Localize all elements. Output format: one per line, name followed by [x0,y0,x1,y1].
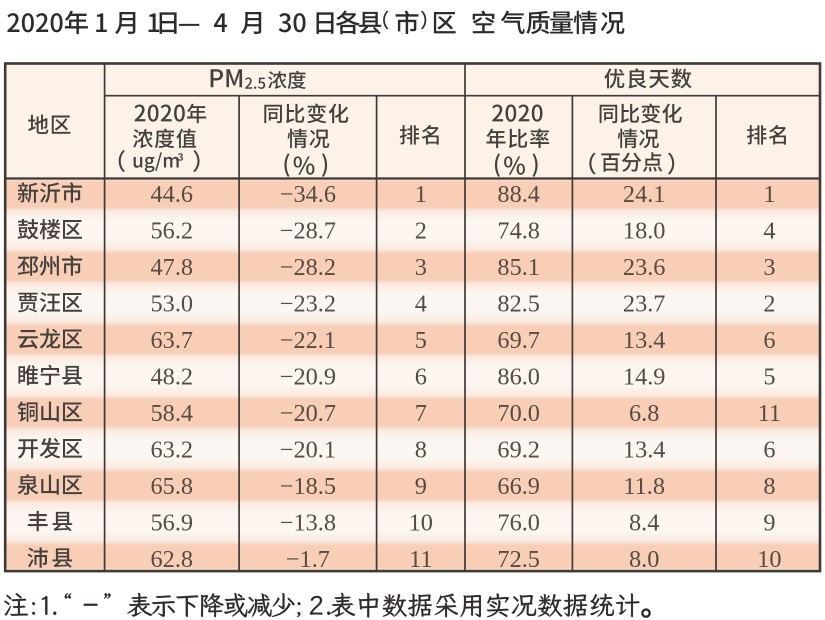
svg-text:63.7: 63.7 [151,327,194,354]
svg-text:76.0: 76.0 [497,509,540,536]
svg-text:44.6: 44.6 [151,181,194,208]
svg-text:70.0: 70.0 [497,400,540,427]
svg-text:8.0: 8.0 [629,546,659,573]
svg-text:62.8: 62.8 [151,546,194,573]
svg-text:14.9: 14.9 [623,363,666,390]
svg-text:6: 6 [415,363,427,390]
svg-text:56.2: 56.2 [151,217,194,244]
svg-text:10: 10 [757,546,781,573]
svg-text:2: 2 [415,217,427,244]
svg-text:24.1: 24.1 [623,181,666,208]
svg-text:74.8: 74.8 [497,217,540,244]
svg-text:−20.9: −20.9 [280,363,336,390]
svg-text:11: 11 [409,546,432,573]
svg-text:86.0: 86.0 [497,363,540,390]
svg-text:9: 9 [415,473,427,500]
svg-text:4: 4 [763,217,775,244]
svg-text:56.9: 56.9 [151,509,194,536]
svg-text:8: 8 [415,436,427,463]
svg-text:69.7: 69.7 [497,327,540,354]
svg-text:8.4: 8.4 [629,509,659,536]
svg-text:9: 9 [763,509,775,536]
svg-text:−1.7: −1.7 [286,546,330,573]
svg-text:−34.6: −34.6 [280,181,336,208]
svg-text:6: 6 [763,327,775,354]
svg-text:88.4: 88.4 [497,181,540,208]
svg-text:63.2: 63.2 [151,436,194,463]
svg-text:8: 8 [763,473,775,500]
svg-text:1: 1 [763,181,775,208]
svg-text:7: 7 [415,400,427,427]
svg-text:53.0: 53.0 [151,290,194,317]
svg-text:66.9: 66.9 [497,473,540,500]
svg-text:11: 11 [758,400,781,427]
svg-text:−18.5: −18.5 [280,473,336,500]
svg-text:5: 5 [763,363,775,390]
svg-text:−13.8: −13.8 [280,509,336,536]
svg-text:58.4: 58.4 [151,400,194,427]
svg-text:−28.7: −28.7 [280,217,336,244]
svg-text:11.8: 11.8 [623,473,665,500]
svg-text:4: 4 [415,290,427,317]
svg-text:−20.1: −20.1 [280,436,336,463]
svg-text:72.5: 72.5 [497,546,540,573]
svg-text:85.1: 85.1 [497,254,540,281]
svg-text:−22.1: −22.1 [280,327,336,354]
svg-text:13.4: 13.4 [623,436,666,463]
svg-text:13.4: 13.4 [623,327,666,354]
svg-text:3: 3 [415,254,427,281]
svg-text:5: 5 [415,327,427,354]
svg-text:69.2: 69.2 [497,436,540,463]
svg-text:82.5: 82.5 [497,290,540,317]
svg-text:23.6: 23.6 [623,254,666,281]
svg-text:65.8: 65.8 [151,473,194,500]
svg-text:23.7: 23.7 [623,290,666,317]
svg-text:10: 10 [409,509,433,536]
svg-text:47.8: 47.8 [151,254,194,281]
svg-text:−20.7: −20.7 [280,400,336,427]
svg-text:18.0: 18.0 [623,217,666,244]
svg-text:48.2: 48.2 [151,363,194,390]
svg-text:−23.2: −23.2 [280,290,336,317]
svg-text:1: 1 [415,181,427,208]
svg-text:2: 2 [763,290,775,317]
svg-text:3: 3 [763,254,775,281]
svg-text:6: 6 [763,436,775,463]
svg-text:6.8: 6.8 [629,400,659,427]
svg-text:−28.2: −28.2 [280,254,336,281]
